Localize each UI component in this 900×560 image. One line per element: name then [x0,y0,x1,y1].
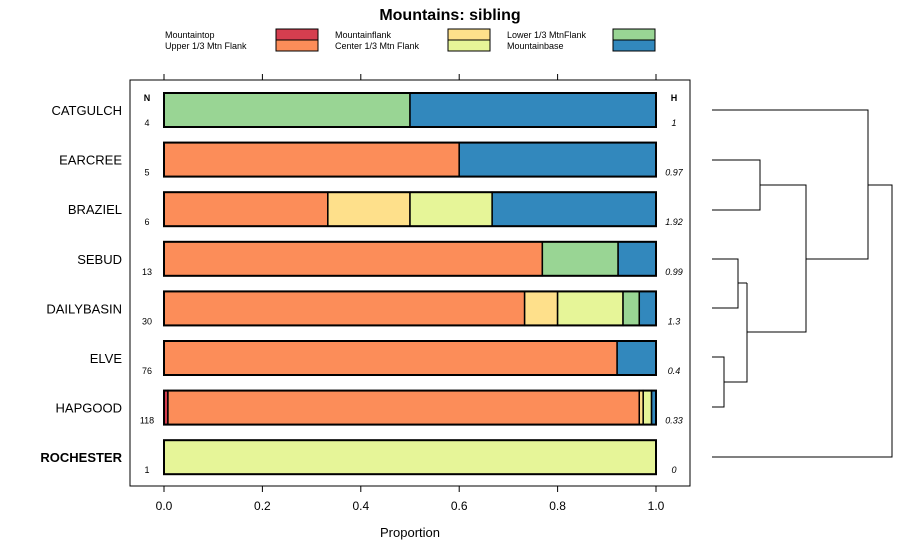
bar-outline [163,439,657,476]
legend-swatch [447,39,491,52]
bar-segment [616,340,657,376]
x-tick-label: 1.0 [648,499,665,513]
bar-outline [163,240,657,277]
h-value: 0.99 [665,267,683,277]
dendrogram-branch [724,283,748,383]
legend-swatch [275,39,319,52]
bar-segment [167,389,641,426]
bar-segment [622,290,641,327]
n-labels: 4 5 6 13 30 76 118 1 [140,118,154,475]
category-label: ELVE [90,351,123,366]
h-header: H [671,93,678,103]
bar-outline [163,389,657,426]
dendrogram-branch [806,185,869,260]
h-value: 0.33 [665,416,683,426]
dendrogram-branch [712,185,761,211]
n-value: 76 [142,366,152,376]
n-value: 1 [144,465,149,475]
dendrogram-branch [760,184,807,259]
h-value: 0 [671,465,676,475]
dendrogram-branch [712,109,869,185]
x-tick-label: 0.2 [254,499,271,513]
legend-swatch [612,39,656,52]
bar-segment [163,92,411,128]
chart-title: Mountains: sibling [379,7,520,24]
bar-segment [163,141,460,178]
dendrogram-branch [712,382,725,408]
category-label: SEBUD [77,252,122,267]
dendrogram-branch [712,159,761,185]
h-value: 1.3 [668,316,681,326]
bars [163,92,657,476]
bar-segment [458,141,657,178]
x-tick-label: 0.8 [549,499,566,513]
h-labels: 1 0.97 1.92 0.99 1.3 0.4 0.33 0 [665,118,684,475]
bar-segment [163,191,329,227]
dendrogram-branch [712,184,893,458]
dendrogram-branch [712,258,739,283]
dendrogram-branch [747,259,807,333]
bar-segment [163,340,618,376]
bar-segment [541,241,619,277]
category-label: ROCHESTER [40,450,122,465]
bar-segment [556,290,624,327]
h-value: 0.97 [665,168,684,178]
category-label: EARCREE [59,153,122,168]
x-axis-label: Proportion [380,525,440,540]
x-tick-label: 0.6 [451,499,468,513]
bar-segment [409,92,657,128]
n-value: 5 [144,168,149,178]
legend-swatch [275,28,319,41]
plot-frame [129,79,691,487]
bar-segment [617,241,657,277]
n-value: 4 [144,118,149,128]
bar-segment [491,191,657,227]
n-header: N [144,93,151,103]
x-axis: 0.0 0.2 0.4 0.6 0.8 1.0 [156,74,665,513]
bar-segment [409,191,493,227]
legend-label: Mountaintop [165,30,215,40]
bar-segment [163,241,544,277]
bar-segment [163,290,526,327]
bar-outline [163,191,657,228]
legend-label: Lower 1/3 MtnFlank [507,30,587,40]
bar-outline [163,141,657,178]
h-value: 0.4 [668,366,681,376]
legend-swatch [612,28,656,41]
h-value: 1.92 [665,217,683,227]
legend-label: Mountainflank [335,30,392,40]
bar-outline [163,340,657,376]
bar-segment [642,389,653,426]
dendrogram [712,109,893,458]
dendrogram-branch [712,283,739,309]
legend-label: Center 1/3 Mtn Flank [335,41,420,51]
x-tick-label: 0.0 [156,499,173,513]
n-value: 30 [142,316,152,326]
n-value: 118 [140,416,154,426]
bar-segment [327,191,411,227]
x-tick-label: 0.4 [352,499,369,513]
n-value: 6 [144,217,149,227]
legend-label: Upper 1/3 Mtn Flank [165,41,247,51]
bar-outline [163,92,657,128]
category-label: CATGULCH [51,103,122,118]
h-value: 1 [671,118,676,128]
bar-segment [163,439,657,475]
category-labels: CATGULCH EARCREE BRAZIEL SEBUD DAILYBASIN ELV… [40,103,122,465]
legend-label: Mountainbase [507,41,564,51]
bar-segment [523,290,559,327]
bar-segment [638,290,657,327]
bar-outline [163,290,657,327]
category-label: DAILYBASIN [46,301,122,316]
n-value: 13 [142,267,152,277]
dendrogram-branch [712,356,725,382]
legend-swatch [447,28,491,41]
category-label: BRAZIEL [68,202,122,217]
category-label: HAPGOOD [56,401,122,416]
